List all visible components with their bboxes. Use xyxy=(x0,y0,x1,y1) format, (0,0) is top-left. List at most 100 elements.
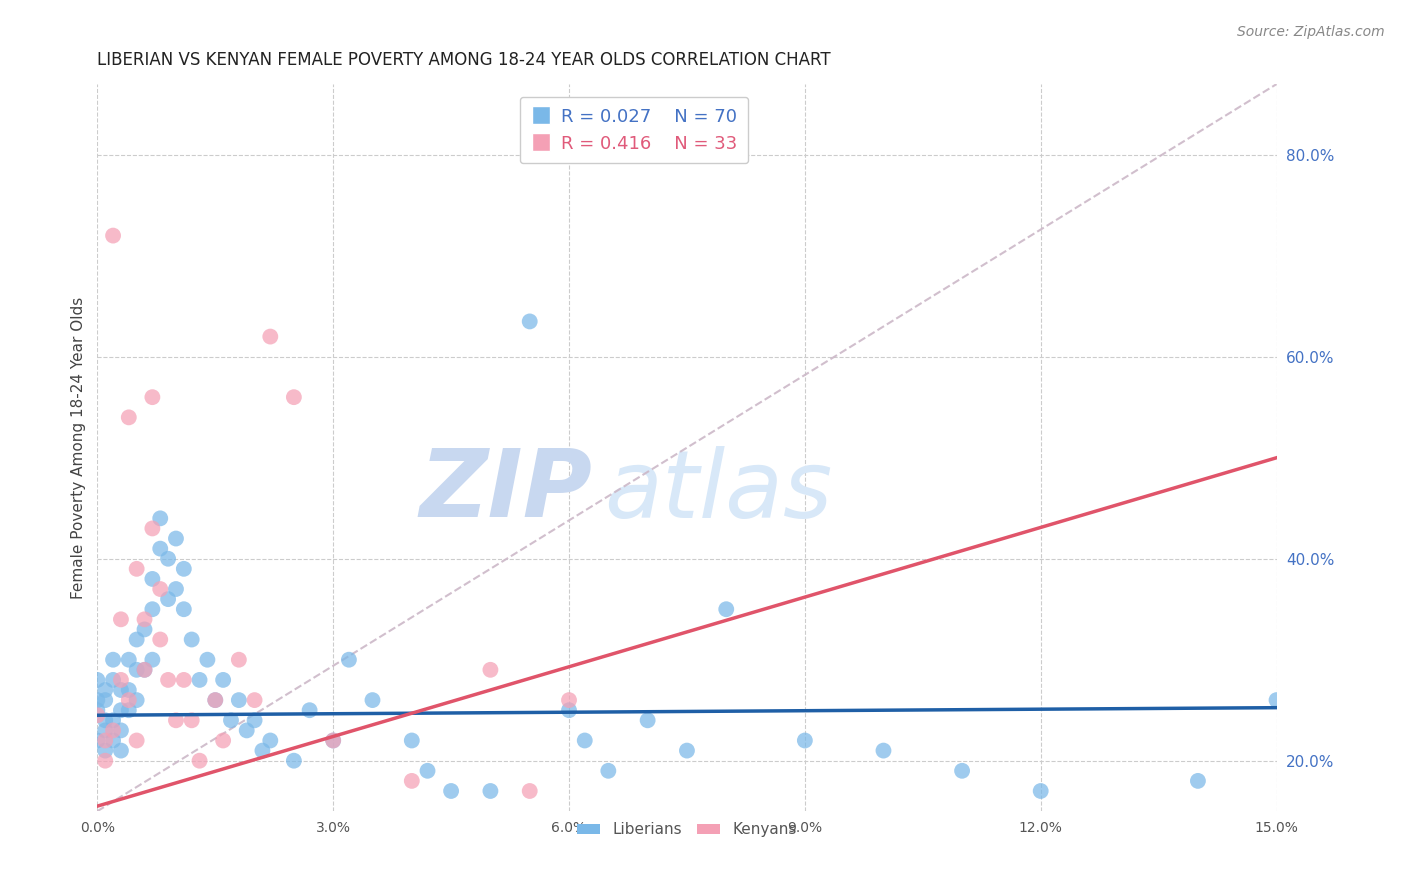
Point xyxy=(243,714,266,728)
Point xyxy=(134,623,156,637)
Point xyxy=(110,683,132,698)
Point xyxy=(872,743,894,757)
Point xyxy=(165,532,187,546)
Point xyxy=(101,733,124,747)
Point xyxy=(141,521,163,535)
Point xyxy=(125,663,148,677)
Point xyxy=(134,663,156,677)
Point xyxy=(110,673,132,687)
Point xyxy=(558,703,581,717)
Point xyxy=(149,541,172,556)
Point xyxy=(110,723,132,738)
Point xyxy=(283,754,305,768)
Point xyxy=(1187,773,1209,788)
Point xyxy=(101,673,124,687)
Point xyxy=(110,703,132,717)
Point xyxy=(157,551,180,566)
Point xyxy=(598,764,620,778)
Point xyxy=(950,764,973,778)
Point xyxy=(252,743,274,757)
Point xyxy=(94,714,117,728)
Point xyxy=(519,784,541,798)
Point xyxy=(479,663,502,677)
Point xyxy=(401,733,423,747)
Point xyxy=(1265,693,1288,707)
Point xyxy=(125,733,148,747)
Point xyxy=(101,228,124,243)
Point xyxy=(149,632,172,647)
Point xyxy=(793,733,815,747)
Point xyxy=(94,693,117,707)
Point xyxy=(157,592,180,607)
Point xyxy=(173,562,195,576)
Point xyxy=(416,764,439,778)
Point xyxy=(94,683,117,698)
Point xyxy=(125,693,148,707)
Point xyxy=(180,632,202,647)
Point xyxy=(235,723,257,738)
Point xyxy=(101,723,124,738)
Point xyxy=(259,733,281,747)
Point xyxy=(165,714,187,728)
Point xyxy=(149,582,172,596)
Point xyxy=(298,703,321,717)
Point xyxy=(134,663,156,677)
Point xyxy=(94,723,117,738)
Text: LIBERIAN VS KENYAN FEMALE POVERTY AMONG 18-24 YEAR OLDS CORRELATION CHART: LIBERIAN VS KENYAN FEMALE POVERTY AMONG … xyxy=(97,51,831,69)
Point xyxy=(149,511,172,525)
Point xyxy=(86,708,108,723)
Point xyxy=(94,754,117,768)
Point xyxy=(519,314,541,328)
Point xyxy=(322,733,344,747)
Point xyxy=(110,743,132,757)
Point xyxy=(219,714,242,728)
Point xyxy=(479,784,502,798)
Point xyxy=(676,743,699,757)
Point xyxy=(134,612,156,626)
Point xyxy=(574,733,596,747)
Point xyxy=(173,673,195,687)
Point xyxy=(86,693,108,707)
Text: Source: ZipAtlas.com: Source: ZipAtlas.com xyxy=(1237,25,1385,39)
Point xyxy=(283,390,305,404)
Point xyxy=(125,562,148,576)
Point xyxy=(716,602,738,616)
Point xyxy=(440,784,463,798)
Point xyxy=(204,693,226,707)
Point xyxy=(361,693,384,707)
Point xyxy=(212,733,235,747)
Point xyxy=(212,673,235,687)
Point xyxy=(110,612,132,626)
Point xyxy=(86,703,108,717)
Point xyxy=(141,602,163,616)
Point xyxy=(94,743,117,757)
Point xyxy=(118,703,141,717)
Point xyxy=(101,653,124,667)
Text: atlas: atlas xyxy=(605,446,832,537)
Point xyxy=(118,653,141,667)
Point xyxy=(204,693,226,707)
Point xyxy=(228,653,250,667)
Point xyxy=(197,653,219,667)
Point xyxy=(94,733,117,747)
Point xyxy=(165,582,187,596)
Point xyxy=(259,329,281,343)
Point xyxy=(180,714,202,728)
Point xyxy=(173,602,195,616)
Point xyxy=(243,693,266,707)
Point xyxy=(86,733,108,747)
Point xyxy=(637,714,659,728)
Point xyxy=(337,653,360,667)
Point xyxy=(141,572,163,586)
Y-axis label: Female Poverty Among 18-24 Year Olds: Female Poverty Among 18-24 Year Olds xyxy=(72,296,86,599)
Legend: Liberians, Kenyans: Liberians, Kenyans xyxy=(571,816,803,844)
Point xyxy=(118,410,141,425)
Point xyxy=(558,693,581,707)
Point xyxy=(86,673,108,687)
Text: ZIP: ZIP xyxy=(420,445,592,537)
Point xyxy=(1029,784,1052,798)
Point xyxy=(188,754,211,768)
Point xyxy=(125,632,148,647)
Point xyxy=(188,673,211,687)
Point xyxy=(118,693,141,707)
